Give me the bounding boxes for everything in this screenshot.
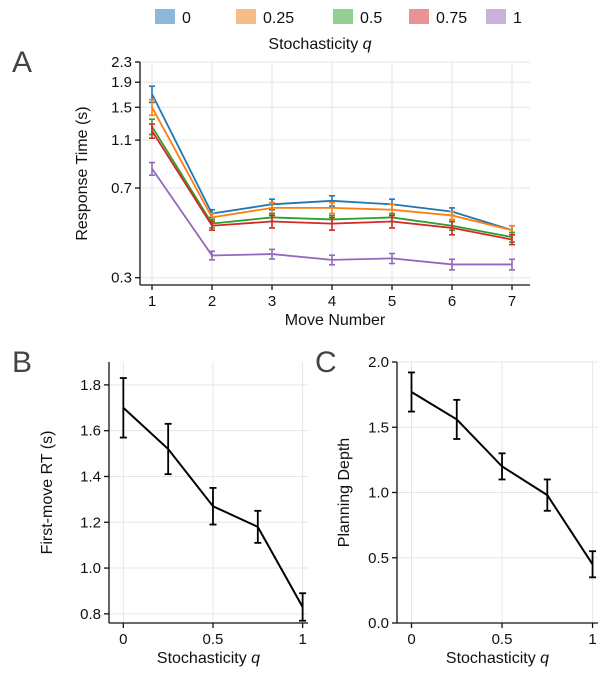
x-tick-label: 7 <box>508 293 516 310</box>
x-tick-label: 0 <box>119 631 127 648</box>
y-tick-label: 1.8 <box>80 377 101 394</box>
legend-label-4: 1 <box>513 10 522 27</box>
y-tick-label: 0.8 <box>80 606 101 623</box>
x-tick-label: 0 <box>407 631 415 648</box>
x-tick-label: 1 <box>298 631 306 648</box>
y-tick-label: 0.7 <box>111 180 132 197</box>
legend-label-1: 0.25 <box>263 10 294 27</box>
y-tick-label: 1.1 <box>111 132 132 149</box>
y-tick-label: 2.3 <box>111 54 132 71</box>
x-tick-label: 0.5 <box>203 631 224 648</box>
y-tick-label: 1.5 <box>368 419 389 436</box>
legend-label-0: 0 <box>182 10 191 27</box>
panel-label-b: B <box>12 346 32 379</box>
y-axis-label: Planning Depth <box>336 438 353 547</box>
y-tick-label: 1.2 <box>80 514 101 531</box>
legend: 0 0.25 0.5 0.75 1 <box>155 9 522 27</box>
x-tick-label: 1 <box>588 631 596 648</box>
legend-swatch-4 <box>486 9 506 24</box>
legend-label-2: 0.5 <box>360 10 382 27</box>
y-tick-label: 1.0 <box>80 560 101 577</box>
legend-swatch-1 <box>236 9 256 24</box>
legend-swatch-2 <box>333 9 353 24</box>
y-tick-label: 2.0 <box>368 354 389 371</box>
legend-label-3: 0.75 <box>436 10 467 27</box>
y-tick-label: 0.3 <box>111 270 132 287</box>
legend-swatch-3 <box>409 9 429 24</box>
panel-a-chart: 0.3 0.7 1.1 1.5 1.9 2.3 1 2 3 4 5 6 7 Move Number Resp… <box>74 54 530 329</box>
panel-b-chart: 0.8 1.0 1.2 1.4 1.6 1.8 0 0.5 1 Stochasticity q Fi… <box>39 362 308 667</box>
panel-c-chart: 0.0 0.5 1.0 1.5 2.0 0 0.5 1 Stochasticity q Plann… <box>336 354 598 667</box>
x-axis-label: Stochasticity q <box>446 650 549 667</box>
y-tick-label: 1.4 <box>80 468 101 485</box>
y-tick-label: 1.0 <box>368 485 389 502</box>
y-tick-label: 1.5 <box>111 99 132 116</box>
x-tick-label: 5 <box>388 293 396 310</box>
legend-swatch-0 <box>155 9 175 24</box>
y-tick-label: 1.6 <box>80 423 101 440</box>
x-tick-label: 0.5 <box>492 631 513 648</box>
x-tick-label: 2 <box>208 293 216 310</box>
x-tick-label: 3 <box>268 293 276 310</box>
x-tick-label: 4 <box>328 293 336 310</box>
y-axis-label: First-move RT (s) <box>39 431 56 555</box>
legend-title: Stochasticity q <box>268 36 371 53</box>
y-tick-label: 0.5 <box>368 550 389 567</box>
x-axis-label: Move Number <box>285 312 386 329</box>
panel-label-c: C <box>315 346 337 379</box>
panel-label-a: A <box>12 46 32 79</box>
x-tick-label: 1 <box>148 293 156 310</box>
x-axis-label: Stochasticity q <box>157 650 260 667</box>
y-tick-label: 0.0 <box>368 615 389 632</box>
x-tick-label: 6 <box>448 293 456 310</box>
y-axis-label: Response Time (s) <box>74 106 91 240</box>
y-tick-label: 1.9 <box>111 74 132 91</box>
